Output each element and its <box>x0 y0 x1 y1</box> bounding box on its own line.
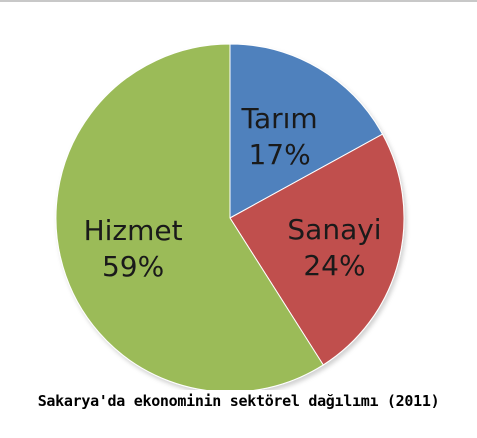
top-border <box>0 0 477 2</box>
slice-label-hizmet: Hizmet <box>84 214 183 247</box>
slice-label-sanayi: Sanayi <box>287 213 381 246</box>
chart-title: Sakarya'da ekonominin sektörel dağılımı … <box>37 392 440 410</box>
slice-value-sanayi: 24% <box>303 249 365 282</box>
slice-value-hizmet: 59% <box>102 250 164 283</box>
pie-slice-sanayi <box>229 133 405 366</box>
slice-value-tarım: 17% <box>248 138 310 171</box>
pie-slice-tarım <box>229 43 384 219</box>
slice-label-tarım: Tarım <box>240 102 317 135</box>
pie-slice-hizmet <box>55 43 324 390</box>
